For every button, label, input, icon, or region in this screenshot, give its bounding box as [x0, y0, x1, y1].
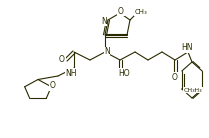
- Text: O: O: [118, 6, 124, 15]
- Text: CH₃: CH₃: [183, 87, 195, 92]
- Text: O: O: [49, 81, 55, 90]
- Text: O: O: [59, 55, 65, 64]
- Text: N: N: [101, 17, 107, 26]
- Text: CH₃: CH₃: [191, 87, 203, 92]
- Text: CH₃: CH₃: [135, 9, 147, 15]
- Text: N: N: [104, 47, 110, 56]
- Text: NH: NH: [65, 68, 77, 78]
- Text: HO: HO: [118, 68, 130, 78]
- Text: HN: HN: [181, 43, 193, 52]
- Text: O: O: [172, 72, 178, 82]
